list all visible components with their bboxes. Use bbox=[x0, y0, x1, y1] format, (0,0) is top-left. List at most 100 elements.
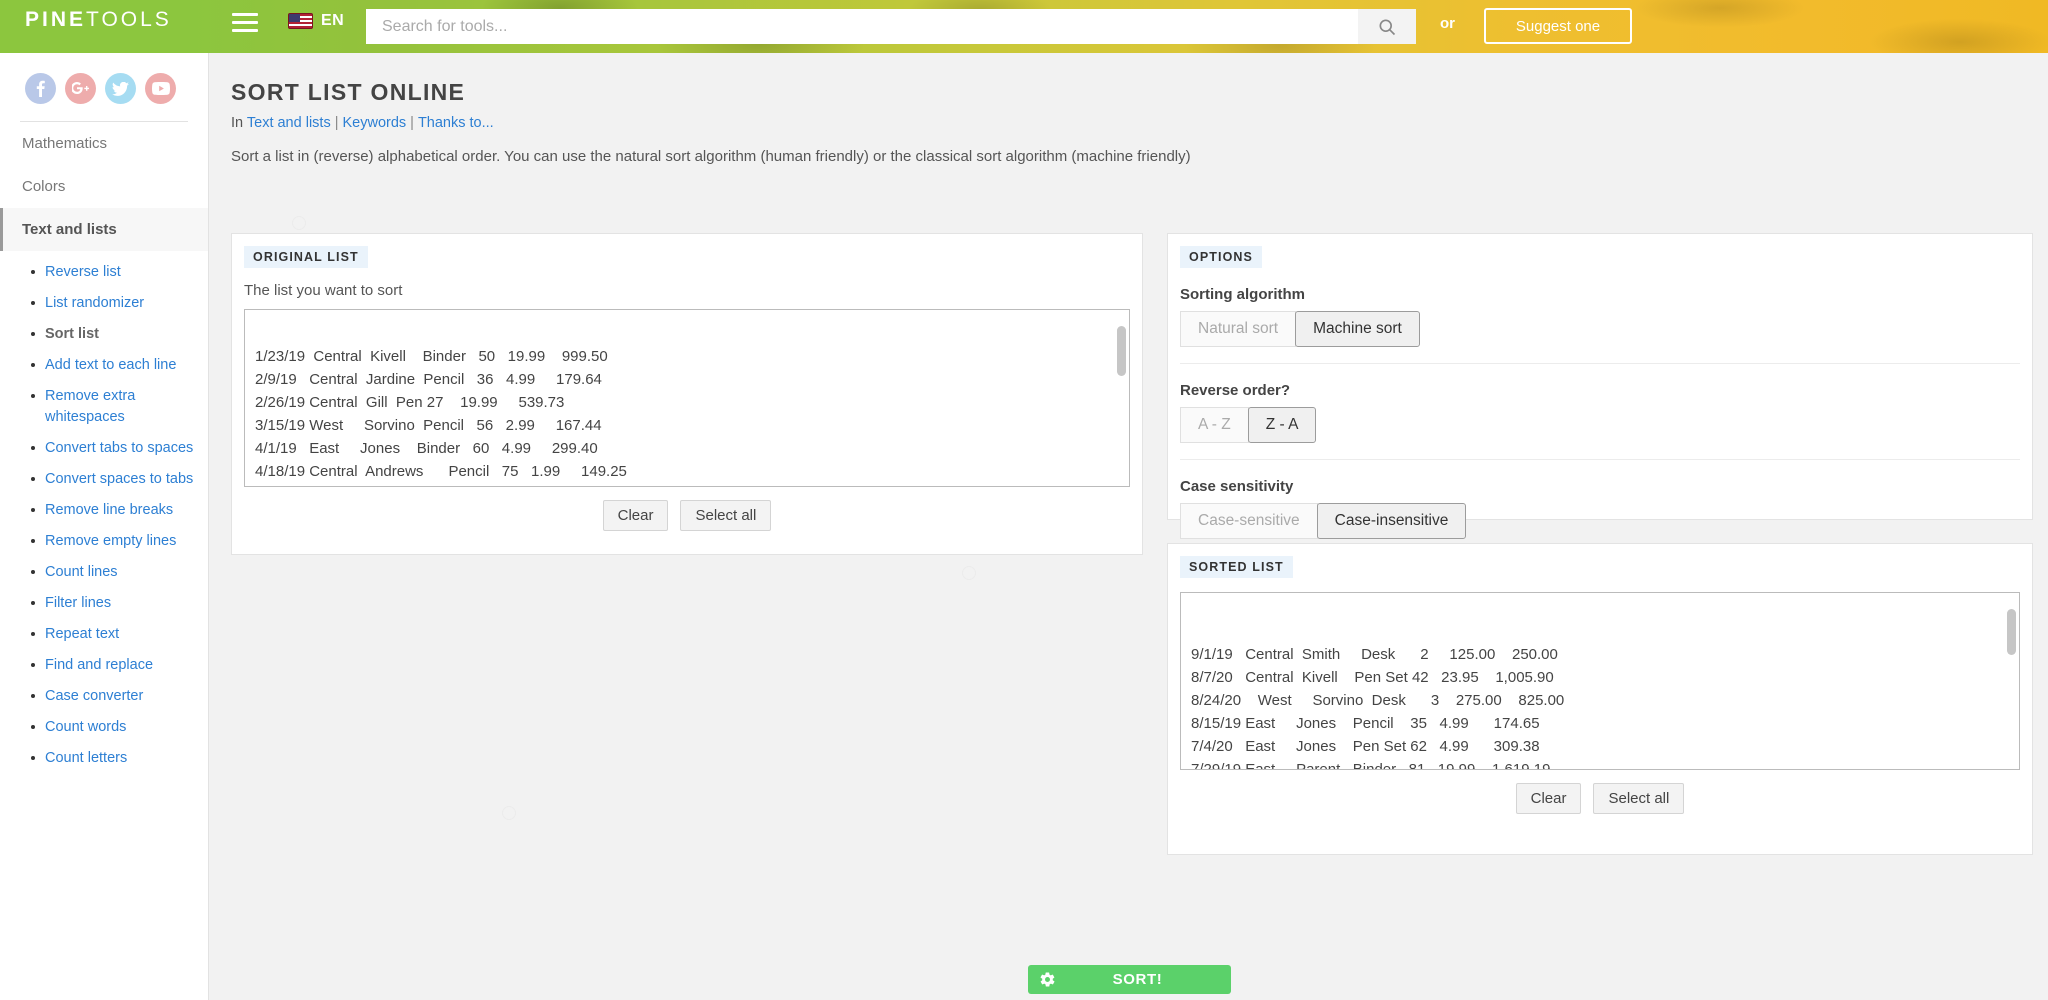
search-box[interactable] bbox=[366, 9, 1416, 44]
sidebar-item-convert-tabs-to-spaces[interactable]: Convert tabs to spaces bbox=[0, 433, 208, 464]
sidebar-item-case-converter[interactable]: Case converter bbox=[0, 681, 208, 712]
sorted-list-textarea[interactable]: 9/1/19 Central Smith Desk 2 125.00 250.0… bbox=[1180, 592, 2020, 770]
sorted-list-chip: SORTED LIST bbox=[1180, 556, 1293, 578]
main-content: SORT LIST ONLINE In Text and lists | Keywo… bbox=[209, 53, 2048, 1000]
sidebar-item-label[interactable]: Reverse list bbox=[45, 264, 121, 280]
list-line: 7/4/20 East Jones Pen Set 62 4.99 309.38 bbox=[1191, 738, 1540, 755]
bullet-icon bbox=[31, 663, 35, 668]
sidebar-item-count-letters[interactable]: Count letters bbox=[0, 743, 208, 774]
sidebar-item-count-lines[interactable]: Count lines bbox=[0, 557, 208, 588]
search-icon bbox=[1379, 19, 1396, 35]
us-flag-icon bbox=[288, 13, 313, 29]
sidebar-category-text-and-lists[interactable]: Text and lists bbox=[0, 208, 208, 251]
sidebar-item-sort-list[interactable]: Sort list bbox=[0, 319, 208, 350]
sidebar-item-label[interactable]: Convert tabs to spaces bbox=[45, 440, 194, 457]
sidebar-item-count-words[interactable]: Count words bbox=[0, 712, 208, 743]
google-plus-icon[interactable] bbox=[65, 73, 96, 104]
case-sensitivity-case-insensitive[interactable]: Case-insensitive bbox=[1316, 503, 1467, 539]
options-chip: OPTIONS bbox=[1180, 246, 1262, 268]
bullet-icon bbox=[31, 446, 35, 451]
sidebar-item-label[interactable]: Sort list bbox=[45, 326, 99, 343]
sidebar-item-label[interactable]: Count words bbox=[45, 719, 127, 736]
search-input[interactable] bbox=[366, 9, 1358, 44]
sidebar-item-label[interactable]: Count letters bbox=[45, 750, 128, 767]
sidebar-category-colors[interactable]: Colors bbox=[22, 178, 66, 195]
sorted-list-scrollbar[interactable] bbox=[2006, 595, 2017, 767]
bullet-icon bbox=[31, 508, 35, 513]
original-list-scrollbar[interactable] bbox=[1116, 312, 1127, 484]
original-clear-button[interactable]: Clear bbox=[602, 500, 669, 531]
list-line: 2/26/19 Central Gill Pen 27 19.99 539.73 bbox=[255, 394, 565, 411]
sidebar-item-label[interactable]: Filter lines bbox=[45, 595, 112, 612]
hamburger-icon[interactable] bbox=[232, 13, 258, 35]
sorted-list-scroll-thumb[interactable] bbox=[2007, 609, 2016, 655]
list-line: 3/15/19 West Sorvino Pencil 56 2.99 167.… bbox=[255, 417, 602, 434]
sidebar-category-mathematics[interactable]: Mathematics bbox=[22, 135, 108, 152]
sidebar-item-list-randomizer[interactable]: List randomizer bbox=[0, 288, 208, 319]
sidebar-item-remove-line-breaks[interactable]: Remove line breaks bbox=[0, 495, 208, 526]
reverse-order-a-z[interactable]: A - Z bbox=[1180, 407, 1249, 443]
case-sensitivity-case-sensitive[interactable]: Case-sensitive bbox=[1180, 503, 1318, 539]
breadcrumb-link-keywords[interactable]: Keywords bbox=[342, 115, 407, 131]
list-line: 8/24/20 West Sorvino Desk 3 275.00 825.0… bbox=[1191, 692, 1565, 709]
list-line: 8/15/19 East Jones Pencil 35 4.99 174.65 bbox=[1191, 715, 1540, 732]
bullet-icon bbox=[31, 570, 35, 575]
bullet-icon bbox=[31, 394, 35, 399]
list-line: 1/23/19 Central Kivell Binder 50 19.99 9… bbox=[255, 348, 608, 365]
sidebar-item-label[interactable]: Repeat text bbox=[45, 626, 120, 643]
sidebar-item-add-text-to-each-line[interactable]: Add text to each line bbox=[0, 350, 208, 381]
twitter-icon[interactable] bbox=[105, 73, 136, 104]
bullet-icon bbox=[31, 694, 35, 699]
sorting-algorithm-machine-sort[interactable]: Machine sort bbox=[1295, 311, 1420, 347]
facebook-icon[interactable] bbox=[25, 73, 56, 104]
sidebar-item-label[interactable]: Count lines bbox=[45, 564, 118, 581]
social-links bbox=[0, 53, 208, 104]
sidebar-item-label[interactable]: Case converter bbox=[45, 688, 144, 705]
sidebar-item-find-and-replace[interactable]: Find and replace bbox=[0, 650, 208, 681]
original-list-textarea-wrap: 1/23/19 Central Kivell Binder 50 19.99 9… bbox=[244, 309, 1130, 487]
sidebar-item-remove-extra-whitespaces[interactable]: Remove extra whitespaces bbox=[0, 381, 208, 433]
sidebar-item-repeat-text[interactable]: Repeat text bbox=[0, 619, 208, 650]
bullet-icon bbox=[31, 756, 35, 761]
breadcrumb: In Text and lists | Keywords | Thanks to... bbox=[231, 115, 494, 131]
sidebar-item-label[interactable]: List randomizer bbox=[45, 295, 145, 312]
original-list-scroll-thumb[interactable] bbox=[1117, 326, 1126, 376]
sidebar-divider bbox=[20, 121, 188, 122]
language-selector[interactable]: EN bbox=[288, 12, 344, 30]
sidebar: Mathematics Colors Text and lists Revers… bbox=[0, 53, 209, 1000]
sidebar-item-label[interactable]: Convert spaces to tabs bbox=[45, 471, 194, 488]
youtube-icon[interactable] bbox=[145, 73, 176, 104]
breadcrumb-prefix: In bbox=[231, 115, 244, 131]
sorted-clear-button[interactable]: Clear bbox=[1515, 783, 1582, 814]
sidebar-item-label[interactable]: Remove line breaks bbox=[45, 502, 174, 519]
search-button[interactable] bbox=[1358, 9, 1416, 44]
original-list-textarea[interactable]: 1/23/19 Central Kivell Binder 50 19.99 9… bbox=[244, 309, 1130, 487]
site-header: PINETOOLS EN or Suggest one bbox=[0, 0, 2048, 53]
sidebar-item-remove-empty-lines[interactable]: Remove empty lines bbox=[0, 526, 208, 557]
gear-icon bbox=[1028, 971, 1066, 988]
sorted-list-card: SORTED LIST 9/1/19 Central Smith Desk 2 … bbox=[1167, 543, 2033, 855]
sidebar-item-label[interactable]: Add text to each line bbox=[45, 357, 177, 374]
sidebar-item-label[interactable]: Remove extra whitespaces bbox=[45, 388, 136, 426]
tool-description: Sort a list in (reverse) alphabetical or… bbox=[231, 148, 1191, 165]
sorting-algorithm-segmented: Natural sort Machine sort bbox=[1180, 311, 2032, 347]
breadcrumb-link-text-and-lists[interactable]: Text and lists bbox=[246, 115, 331, 131]
sidebar-item-reverse-list[interactable]: Reverse list bbox=[0, 257, 208, 288]
sidebar-item-label[interactable]: Find and replace bbox=[45, 657, 154, 674]
breadcrumb-link-thanks-to[interactable]: Thanks to... bbox=[417, 115, 494, 131]
sidebar-tool-list: Reverse list List randomizer Sort list Add … bbox=[0, 251, 208, 774]
original-list-card: ORIGINAL LIST The list you want to sort … bbox=[231, 233, 1143, 555]
sidebar-item-convert-spaces-to-tabs[interactable]: Convert spaces to tabs bbox=[0, 464, 208, 495]
reverse-order-z-a[interactable]: Z - A bbox=[1247, 407, 1317, 443]
sorted-select-all-button[interactable]: Select all bbox=[1593, 783, 1685, 814]
sidebar-item-filter-lines[interactable]: Filter lines bbox=[0, 588, 208, 619]
reverse-order-label: Reverse order? bbox=[1180, 382, 1291, 399]
site-logo[interactable]: PINETOOLS bbox=[25, 8, 172, 32]
original-list-sublabel: The list you want to sort bbox=[244, 282, 403, 299]
sorting-algorithm-natural-sort[interactable]: Natural sort bbox=[1180, 311, 1297, 347]
options-card: OPTIONS Sorting algorithm Natural sort M… bbox=[1167, 233, 2033, 539]
sidebar-item-label[interactable]: Remove empty lines bbox=[45, 533, 177, 550]
sort-button[interactable]: SORT! bbox=[1028, 965, 1231, 994]
original-select-all-button[interactable]: Select all bbox=[680, 500, 772, 531]
suggest-one-button[interactable]: Suggest one bbox=[1484, 8, 1632, 44]
